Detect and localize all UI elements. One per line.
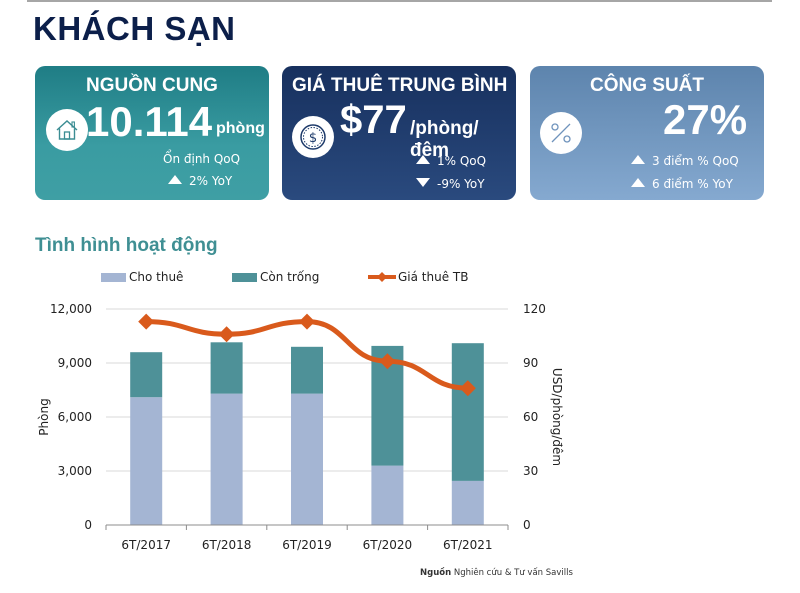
percent-icon [540, 112, 582, 154]
rate-point-marker [379, 353, 396, 370]
rate-yoy: -9% YoY [416, 177, 485, 191]
rate-line [138, 313, 476, 397]
legend-label: Còn trống [260, 270, 320, 284]
rate-point-marker [218, 326, 235, 343]
supply-qoq-text: Ổn định QoQ [163, 152, 241, 166]
bar-cho-thue [130, 397, 163, 525]
legend-label: Giá thuê TB [398, 270, 469, 284]
rate-value: $77 [340, 98, 407, 142]
rate-point-marker [459, 380, 476, 397]
source-text: Nghiên cứu & Tư vấn Savills [453, 568, 573, 578]
occupancy-value: 27% [663, 96, 748, 143]
y-tick-label-right: 60 [523, 410, 538, 424]
x-tick-label: 6T/2019 [282, 538, 332, 552]
x-tick-label: 6T/2021 [443, 538, 493, 552]
supply-yoy-text: 2% YoY [189, 174, 233, 188]
legend-line-marker [368, 272, 396, 282]
source-note: Nguồn Nghiên cứu & Tư vấn Savills [420, 568, 573, 578]
top-divider [27, 0, 772, 2]
y-tick-label-left: 3,000 [58, 464, 92, 478]
legend-label: Cho thuê [129, 270, 184, 284]
bar-cho-thue [371, 465, 404, 525]
y-tick-label-left: 0 [84, 518, 92, 532]
legend-item-leased: Cho thuê [101, 270, 183, 284]
x-tick-label: 6T/2018 [202, 538, 252, 552]
y-tick-label-left: 6,000 [58, 410, 92, 424]
legend-swatch [232, 272, 257, 282]
legend-item-rate: Giá thuê TB [368, 270, 468, 284]
rate-point-marker [299, 313, 315, 330]
supply-unit: phòng [216, 120, 265, 137]
bar-con-trong [210, 342, 243, 394]
triangle-up-icon [631, 178, 645, 187]
average-rate-card: GIÁ THUÊ TRUNG BÌNH $ $77 /phòng/đêm 1% … [282, 66, 516, 200]
card-title: GIÁ THUÊ TRUNG BÌNH [292, 75, 508, 96]
bar-con-trong [291, 346, 323, 394]
axes [105, 524, 509, 530]
triangle-down-icon [416, 178, 430, 187]
source-label: Nguồn [420, 568, 452, 578]
y-tick-label-left: 9,000 [58, 356, 92, 370]
page-title: KHÁCH SẠN [33, 10, 236, 47]
occupancy-yoy-text: 6 điểm % YoY [652, 177, 733, 191]
y-tick-label-right: 90 [523, 356, 538, 370]
dollar-coin-icon: $ [292, 116, 334, 158]
supply-qoq: Ổn định QoQ [163, 152, 240, 166]
svg-text:$: $ [309, 131, 317, 146]
y-tick-label-right: 0 [523, 518, 531, 532]
occupancy-card: CÔNG SUẤT 27% 3 điểm % QoQ 6 điểm % YoY [530, 66, 764, 200]
legend-item-vacant: Còn trống [232, 270, 319, 284]
rate-yoy-text: -9% YoY [437, 177, 485, 191]
legend-swatch [101, 272, 126, 282]
house-icon [46, 109, 88, 151]
bar-cho-thue [451, 480, 484, 525]
supply-card: NGUỒN CUNG 10.114 phòng Ổn định QoQ 2% Y… [35, 66, 269, 200]
occupancy-yoy: 6 điểm % YoY [631, 177, 733, 191]
tick-labels: 0 3,000 6,000 9,000 12,000 0 30 60 90 120 6T/2017 6… [50, 302, 546, 552]
triangle-up-icon [168, 175, 182, 184]
x-tick-label: 6T/2020 [363, 538, 413, 552]
bar-cho-thue [210, 393, 243, 525]
occupancy-qoq-text: 3 điểm % QoQ [652, 154, 739, 168]
y-axis-label-left: Phòng [37, 398, 51, 435]
y-tick-label-right: 30 [523, 464, 538, 478]
supply-value: 10.114 [86, 98, 213, 145]
y-axis-label-right: USD/phòng/đêm [550, 368, 564, 466]
y-tick-label-right: 120 [523, 302, 546, 316]
bars [130, 342, 484, 525]
card-title: CÔNG SUẤT [590, 75, 704, 96]
bar-cho-thue [291, 393, 323, 525]
y-tick-label-left: 12,000 [50, 302, 92, 316]
bar-con-trong [130, 352, 163, 398]
bar-con-trong [451, 343, 484, 481]
rate-qoq: 1% QoQ [416, 154, 486, 168]
occupancy-qoq: 3 điểm % QoQ [631, 154, 739, 168]
rate-point-marker [138, 313, 155, 330]
card-title: NGUỒN CUNG [86, 75, 218, 96]
section-title: Tình hình hoạt động [35, 235, 218, 256]
triangle-up-icon [416, 155, 430, 164]
supply-yoy: 2% YoY [168, 174, 232, 188]
rate-qoq-text: 1% QoQ [437, 154, 487, 168]
triangle-up-icon [631, 155, 645, 164]
x-tick-label: 6T/2017 [121, 538, 171, 552]
